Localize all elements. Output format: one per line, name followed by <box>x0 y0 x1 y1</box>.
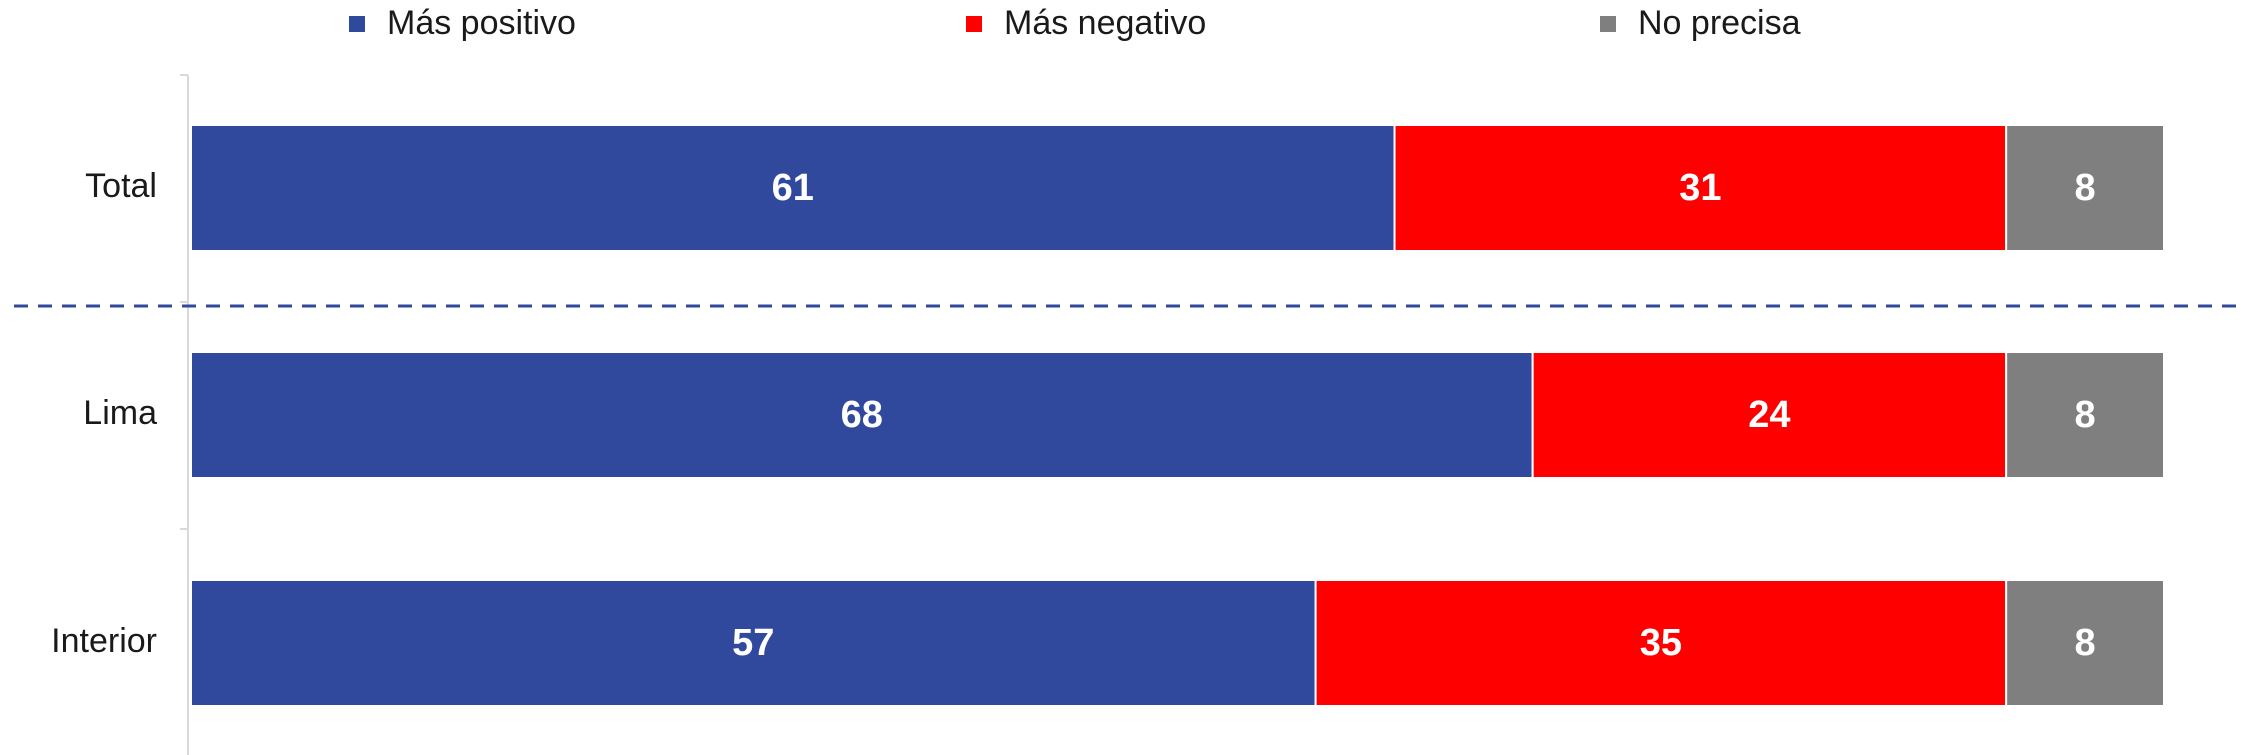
category-label: Interior <box>51 622 157 660</box>
category-label: Lima <box>83 394 157 432</box>
data-label: 8 <box>2075 394 2096 436</box>
legend-swatch <box>1600 16 1616 32</box>
legend-swatch <box>966 16 982 32</box>
bar-segment <box>190 351 1534 479</box>
bar-segment <box>1393 124 2008 252</box>
legend-label: Más negativo <box>1004 4 1206 42</box>
bar-segment <box>190 124 1396 252</box>
category-label: Total <box>85 167 157 205</box>
legend-label: No precisa <box>1638 4 1801 42</box>
data-label: 8 <box>2075 622 2096 664</box>
bar-segment <box>2005 579 2166 707</box>
data-label: 68 <box>841 394 883 436</box>
bar-segment <box>2005 124 2166 252</box>
bar-segment <box>2005 351 2166 479</box>
data-label: 61 <box>772 167 814 209</box>
legend-label: Más positivo <box>387 4 576 42</box>
data-label: 24 <box>1748 394 1790 436</box>
data-label: 8 <box>2075 167 2096 209</box>
bar-segment <box>190 579 1317 707</box>
data-label: 31 <box>1679 167 1721 209</box>
data-label: 57 <box>732 622 774 664</box>
bar-segment <box>1531 351 2008 479</box>
legend-swatch <box>349 16 365 32</box>
data-label: 35 <box>1640 622 1682 664</box>
